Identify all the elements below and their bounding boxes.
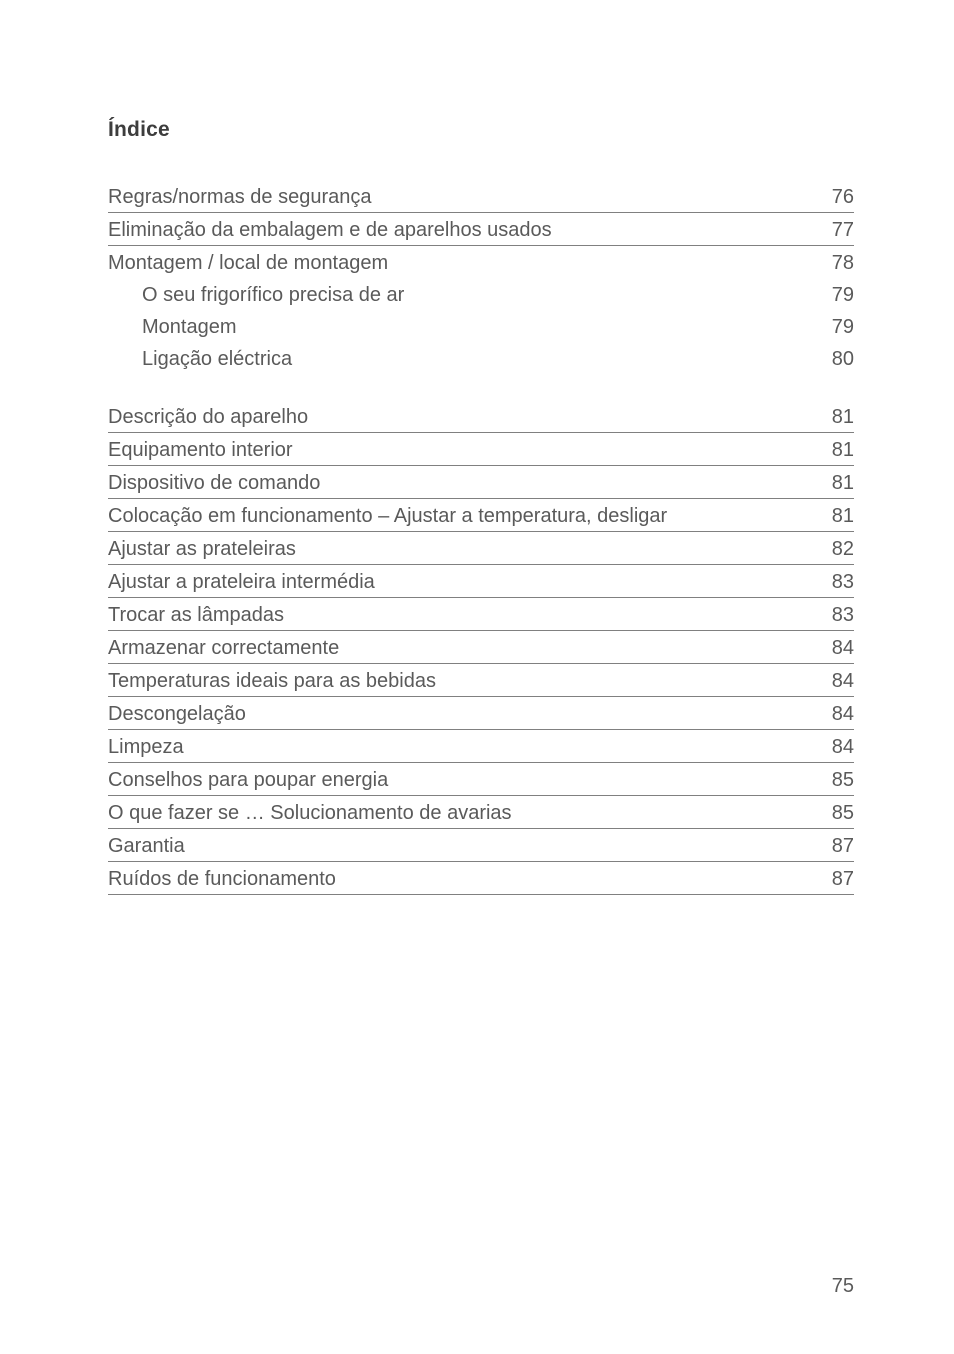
toc-entry-label: Ajustar as prateleiras [108,539,812,559]
toc-entry-page: 83 [812,605,854,625]
toc-entry: Ligação eléctrica80 [108,342,854,374]
toc-entry-label: Montagem / local de montagem [108,253,812,273]
toc-entry-label: Ruídos de funcionamento [108,869,812,889]
toc-entry-page: 84 [812,638,854,658]
toc-entry: Trocar as lâmpadas83 [108,598,854,631]
toc-entry-page: 85 [812,770,854,790]
toc-entry-page: 83 [812,572,854,592]
toc-entry-page: 81 [812,440,854,460]
toc-entry-label: Dispositivo de comando [108,473,812,493]
toc-entry-label: Temperaturas ideais para as bebidas [108,671,812,691]
toc-entry: Ajustar as prateleiras82 [108,532,854,565]
toc-entry-label: Conselhos para poupar energia [108,770,812,790]
toc-entry: Equipamento interior81 [108,433,854,466]
toc-entry-label: Ligação eléctrica [108,349,812,369]
toc-entry: Descrição do aparelho81 [108,400,854,433]
toc-entry-page: 81 [812,473,854,493]
toc-entry-label: Montagem [108,317,812,337]
toc-entry-page: 78 [812,253,854,273]
toc-entry-page: 84 [812,671,854,691]
toc-entry-page: 87 [812,869,854,889]
toc-entry-label: O que fazer se … Solucionamento de avari… [108,803,812,823]
toc-entry-page: 82 [812,539,854,559]
toc-entry: Dispositivo de comando81 [108,466,854,499]
toc-entry: Ajustar a prateleira intermédia83 [108,565,854,598]
toc-entry: O seu frigorífico precisa de ar79 [108,278,854,310]
toc-entry-label: Armazenar correctamente [108,638,812,658]
toc-entry-label: Regras/normas de segurança [108,187,812,207]
toc-entry: Eliminação da embalagem e de aparelhos u… [108,213,854,246]
toc-entry-page: 81 [812,407,854,427]
toc-list: Regras/normas de segurança76Eliminação d… [108,180,854,895]
toc-entry-label: Descrição do aparelho [108,407,812,427]
toc-entry-page: 77 [812,220,854,240]
toc-entry-label: Ajustar a prateleira intermédia [108,572,812,592]
toc-entry-label: Garantia [108,836,812,856]
toc-entry: Descongelação84 [108,697,854,730]
toc-entry: Colocação em funcionamento – Ajustar a t… [108,499,854,532]
toc-entry-page: 87 [812,836,854,856]
toc-entry-label: Equipamento interior [108,440,812,460]
toc-entry-page: 84 [812,704,854,724]
toc-entry: Conselhos para poupar energia85 [108,763,854,796]
toc-entry-label: Colocação em funcionamento – Ajustar a t… [108,506,812,526]
toc-entry: Limpeza84 [108,730,854,763]
toc-entry-label: Trocar as lâmpadas [108,605,812,625]
toc-title: Índice [108,118,854,142]
toc-entry: Temperaturas ideais para as bebidas84 [108,664,854,697]
toc-entry-page: 79 [812,317,854,337]
toc-entry-label: Limpeza [108,737,812,757]
toc-entry: Ruídos de funcionamento87 [108,862,854,895]
toc-entry-page: 81 [812,506,854,526]
toc-entry: Armazenar correctamente84 [108,631,854,664]
toc-entry: Regras/normas de segurança76 [108,180,854,213]
toc-entry-page: 80 [812,349,854,369]
toc-entry: O que fazer se … Solucionamento de avari… [108,796,854,829]
toc-entry-page: 84 [812,737,854,757]
toc-entry-label: Descongelação [108,704,812,724]
toc-entry: Garantia87 [108,829,854,862]
page-number: 75 [832,1275,854,1298]
toc-entry: Montagem / local de montagem78 [108,246,854,278]
toc-entry-label: O seu frigorífico precisa de ar [108,285,812,305]
toc-entry-page: 85 [812,803,854,823]
toc-entry: Montagem79 [108,310,854,342]
toc-entry-label: Eliminação da embalagem e de aparelhos u… [108,220,812,240]
toc-entry-page: 79 [812,285,854,305]
toc-entry-page: 76 [812,187,854,207]
